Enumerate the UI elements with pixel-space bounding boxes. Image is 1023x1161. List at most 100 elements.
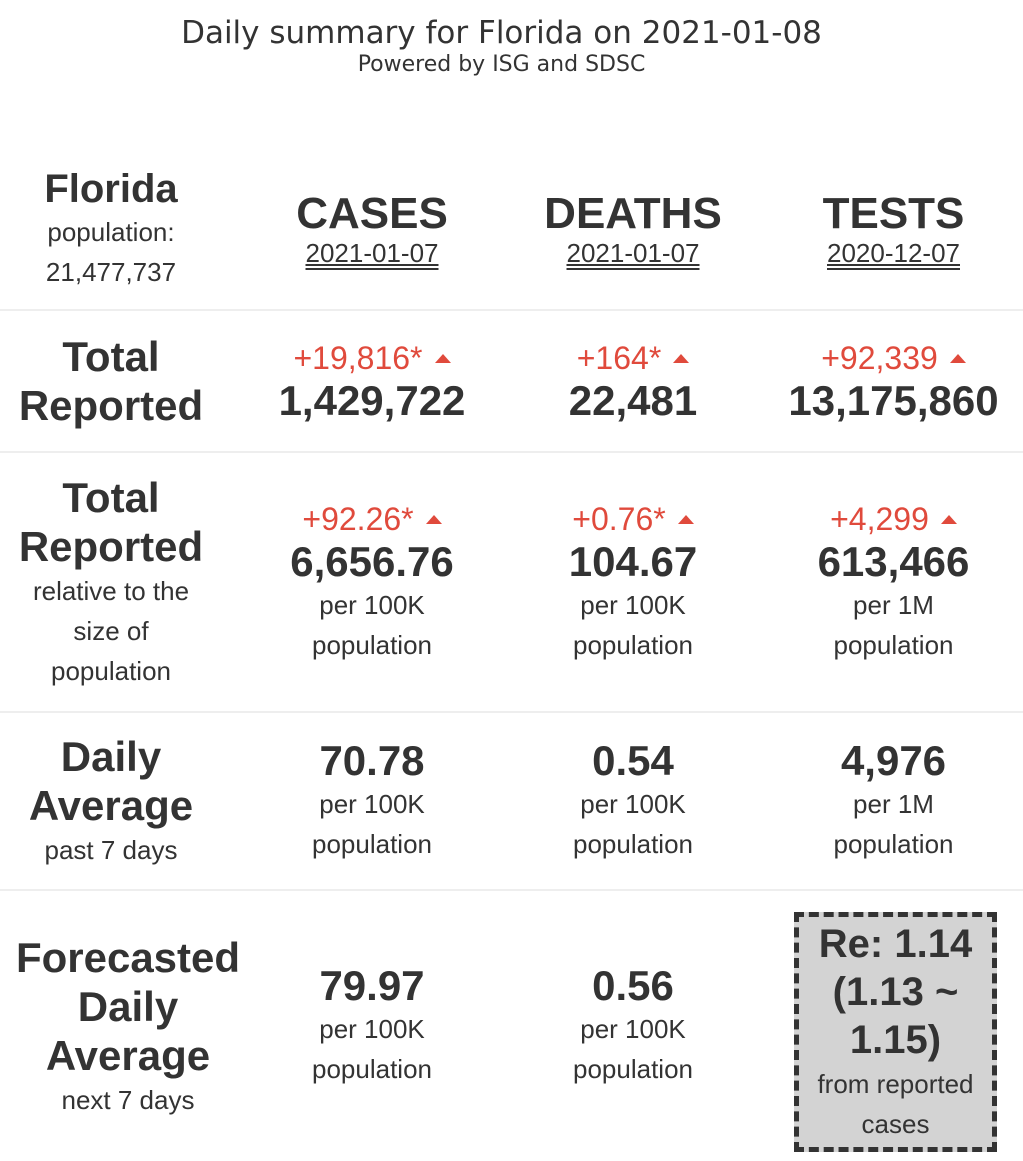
triangle-up-icon (940, 514, 957, 524)
unit-label: population (312, 1054, 432, 1084)
unit-label: population (573, 630, 693, 660)
delta-value: +4,299 (830, 499, 957, 539)
total-reported-row: Total Reported +19,816* 1,429,722 +164* … (0, 311, 1023, 451)
triangle-up-icon (673, 353, 690, 363)
deaths-column-header: DEATHS 2021-01-07 (503, 150, 763, 308)
delta-text: +92.26* (302, 501, 414, 537)
row-title: Daily (77, 982, 179, 1030)
row-note: size of (73, 616, 149, 646)
delta-value: +92.26* (302, 499, 442, 539)
tests-date-link[interactable]: 2020-12-07 (827, 238, 960, 268)
row-note: past 7 days (44, 835, 178, 865)
row-title: Average (28, 782, 194, 829)
row-title: Daily (60, 733, 162, 780)
daily-value: 70.78 (319, 737, 425, 784)
page-header: Daily summary for Florida on 2021-01-08 … (0, 14, 1003, 78)
relative-header: Total Reported relative to the size of p… (0, 453, 222, 711)
relative-value: 104.67 (568, 538, 698, 585)
deaths-header-label: DEATHS (544, 189, 722, 238)
forecast-row: Forecasted Daily Average next 7 days 79.… (0, 891, 1023, 1161)
daily-value: 4,976 (840, 737, 947, 784)
cases-header-label: CASES (296, 189, 448, 238)
forecast-deaths-cell: 0.56 per 100K population (503, 891, 763, 1161)
relative-cases-cell: +92.26* 6,656.76 per 100K population (242, 453, 502, 711)
forecast-value: 79.97 (319, 962, 425, 1009)
total-value: 1,429,722 (278, 377, 466, 424)
delta-value: +164* (577, 338, 690, 378)
unit-label: per 100K (319, 1014, 425, 1044)
total-value: 13,175,860 (788, 377, 999, 424)
row-title: Total (62, 333, 160, 380)
row-divider (0, 451, 1023, 453)
daily-deaths-cell: 0.54 per 100K population (503, 713, 763, 889)
row-divider (0, 309, 1023, 311)
delta-value: +0.76* (572, 499, 694, 539)
daily-value: 0.54 (592, 737, 674, 784)
forecast-value: 0.56 (592, 962, 674, 1009)
row-title: Reported (18, 523, 204, 570)
unit-label: population (833, 829, 954, 859)
unit-label: per 100K (580, 789, 686, 819)
region-cell: Florida population: 21,477,737 (0, 150, 222, 308)
unit-label: population (573, 829, 693, 859)
triangle-up-icon (434, 353, 451, 363)
triangle-up-icon (425, 514, 442, 524)
total-reported-header: Total Reported (0, 311, 222, 451)
delta-text: +4,299 (830, 501, 929, 537)
delta-text: +164* (576, 340, 662, 376)
delta-text: +19,816* (293, 340, 423, 376)
cases-date-link[interactable]: 2021-01-07 (305, 238, 439, 268)
region-name: Florida (44, 167, 178, 211)
population-value: 21,477,737 (45, 257, 177, 287)
total-tests-cell: +92,339 13,175,860 (764, 311, 1023, 451)
re-interval: (1.13 ~ (832, 970, 959, 1014)
delta-text: +0.76* (572, 501, 666, 537)
tests-header-label: TESTS (822, 189, 965, 238)
row-note: relative to the (32, 576, 190, 606)
row-title: Total (62, 474, 160, 521)
forecast-cases-cell: 79.97 per 100K population (242, 891, 502, 1161)
unit-label: population (312, 829, 432, 859)
total-cases-cell: +19,816* 1,429,722 (242, 311, 502, 451)
daily-average-header: Daily Average past 7 days (0, 713, 222, 889)
triangle-up-icon (677, 514, 694, 524)
relative-deaths-cell: +0.76* 104.67 per 100K population (503, 453, 763, 711)
column-header-row: Florida population: 21,477,737 CASES 202… (0, 150, 1023, 308)
unit-label: per 100K (319, 590, 425, 620)
daily-average-row: Daily Average past 7 days 70.78 per 100K… (0, 713, 1023, 889)
unit-label: per 100K (319, 789, 425, 819)
deaths-date-link[interactable]: 2021-01-07 (566, 238, 700, 268)
re-estimate-box: Re: 1.14 (1.13 ~ 1.15) from reported cas… (794, 912, 997, 1152)
row-note: next 7 days (61, 1084, 195, 1115)
total-value: 22,481 (568, 377, 698, 424)
unit-label: population (573, 1054, 693, 1084)
unit-label: per 1M (853, 590, 934, 620)
row-title: Forecasted (15, 933, 241, 981)
daily-cases-cell: 70.78 per 100K population (242, 713, 502, 889)
cases-column-header: CASES 2021-01-07 (242, 150, 502, 308)
forecast-header: Forecasted Daily Average next 7 days (0, 891, 256, 1161)
total-deaths-cell: +164* 22,481 (503, 311, 763, 451)
relative-row: Total Reported relative to the size of p… (0, 453, 1023, 711)
delta-text: +92,339 (821, 340, 938, 376)
re-value: Re: 1.14 (818, 922, 973, 966)
relative-value: 613,466 (817, 538, 970, 585)
row-note: population (51, 656, 171, 686)
row-divider (0, 889, 1023, 891)
row-title: Average (45, 1031, 211, 1079)
unit-label: per 1M (853, 789, 934, 819)
re-note: cases (861, 1109, 930, 1139)
page-title: Daily summary for Florida on 2021-01-08 (181, 15, 822, 51)
delta-value: +19,816* (293, 338, 451, 378)
re-interval: 1.15) (849, 1018, 942, 1062)
tests-column-header: TESTS 2020-12-07 (764, 150, 1023, 308)
relative-tests-cell: +4,299 613,466 per 1M population (764, 453, 1023, 711)
re-note: from reported (817, 1069, 974, 1099)
delta-value: +92,339 (821, 338, 966, 378)
row-divider (0, 711, 1023, 713)
unit-label: per 100K (580, 1014, 686, 1044)
triangle-up-icon (949, 353, 966, 363)
unit-label: population (312, 630, 432, 660)
row-title: Reported (18, 382, 204, 429)
page-subtitle: Powered by ISG and SDSC (357, 52, 646, 77)
